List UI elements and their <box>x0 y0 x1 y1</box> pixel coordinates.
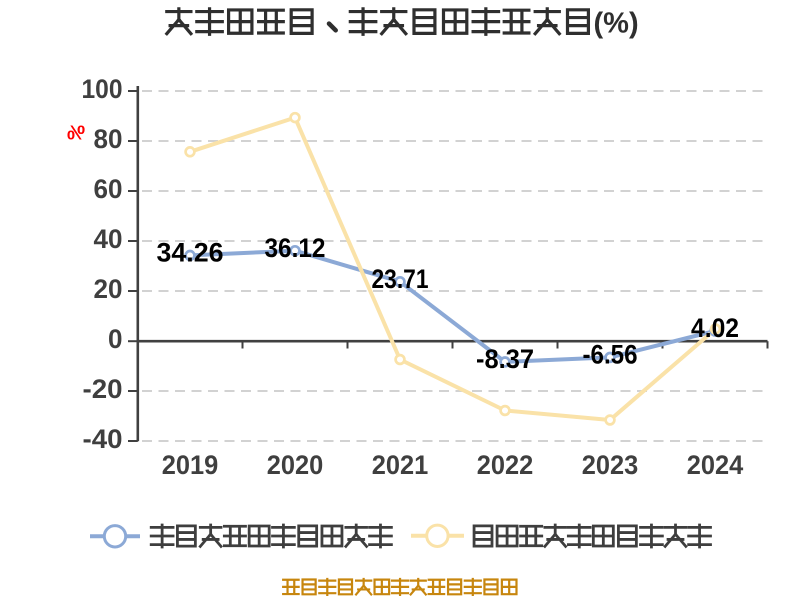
svg-text:20: 20 <box>94 274 123 304</box>
svg-text:2023: 2023 <box>582 450 639 480</box>
svg-text:(%): (%) <box>594 8 639 40</box>
svg-text:34.26: 34.26 <box>157 238 224 268</box>
svg-text:-6.56: -6.56 <box>583 340 638 370</box>
svg-text:2019: 2019 <box>162 450 219 480</box>
svg-text:2021: 2021 <box>372 450 429 480</box>
svg-text:0: 0 <box>108 324 123 354</box>
svg-text:60: 60 <box>94 174 123 204</box>
svg-text:%: % <box>67 121 85 144</box>
svg-text:4.02: 4.02 <box>691 313 739 343</box>
svg-text:-20: -20 <box>83 374 123 404</box>
svg-text:2024: 2024 <box>687 450 744 480</box>
svg-text:23.71: 23.71 <box>372 264 429 294</box>
svg-text:40: 40 <box>94 224 123 254</box>
svg-text:-40: -40 <box>83 424 123 454</box>
svg-text:2020: 2020 <box>267 450 324 480</box>
svg-text:36.12: 36.12 <box>265 233 326 263</box>
svg-text:2022: 2022 <box>477 450 534 480</box>
svg-text:-8.37: -8.37 <box>476 344 534 374</box>
svg-text:100: 100 <box>82 74 123 104</box>
svg-text:80: 80 <box>94 124 123 154</box>
